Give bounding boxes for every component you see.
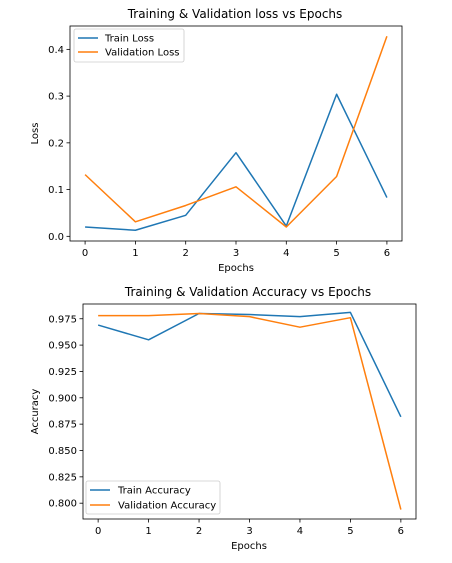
loss-series-validation-line [84,36,388,228]
accuracy-chart: Training & Validation Accuracy vs Epochs… [30,285,417,552]
accuracy-y-tick-label: 0.925 [48,367,77,378]
loss-plot-lines [84,36,388,231]
accuracy-legend: Train Accuracy Validation Accuracy [85,480,221,515]
loss-y-tick-label: 0.4 [48,45,64,56]
accuracy-y-tick-label: 0.900 [48,393,77,404]
accuracy-y-tick-label: 0.950 [48,341,77,352]
accuracy-legend-validation-label: Validation Accuracy [118,501,216,512]
accuracy-y-ticks: 0.800 0.825 0.850 0.875 0.900 0.925 0.950 0.975 [48,314,83,510]
accuracy-plot-frame [82,303,417,520]
loss-plot-frame [69,25,403,242]
accuracy-y-tick-label: 0.875 [48,420,77,431]
loss-x-tick-label: 2 [183,248,189,259]
loss-legend: Train Loss Validation Loss [73,28,185,63]
accuracy-x-tick-label: 0 [95,526,101,537]
loss-y-tick-label: 0.2 [48,138,64,149]
accuracy-x-tick-label: 5 [347,526,353,537]
accuracy-series-validation-line [98,312,402,510]
loss-y-tick-label: 0.1 [48,185,64,196]
loss-x-axis-label: Epochs [218,263,254,274]
loss-legend-box [73,28,185,63]
accuracy-x-axis-label: Epochs [231,541,267,552]
loss-x-tick-label: 5 [333,248,339,259]
accuracy-x-tick-label: 6 [398,526,404,537]
accuracy-legend-train-label: Train Accuracy [117,486,191,497]
loss-chart: Training & Validation loss vs Epochs 0.0… [30,7,403,274]
loss-x-tick-label: 0 [82,248,88,259]
loss-x-tick-label: 3 [233,248,239,259]
accuracy-x-tick-label: 1 [145,526,151,537]
loss-legend-train-label: Train Loss [104,34,154,45]
loss-series-train-line [85,93,388,231]
loss-x-ticks: 0 1 2 3 4 5 6 [82,241,390,259]
accuracy-legend-box [85,480,221,515]
accuracy-plot-lines [97,311,402,510]
loss-x-tick-label: 6 [384,248,390,259]
loss-y-tick-label: 0.3 [48,92,64,103]
accuracy-x-tick-label: 4 [297,526,303,537]
accuracy-x-tick-label: 3 [246,526,252,537]
accuracy-chart-title: Training & Validation Accuracy vs Epochs [124,285,371,299]
loss-y-tick-label: 0.0 [48,232,64,243]
loss-x-tick-label: 1 [132,248,138,259]
accuracy-x-tick-label: 2 [196,526,202,537]
loss-y-axis-label: Loss [30,123,41,145]
accuracy-x-ticks: 0 1 2 3 4 5 6 [95,519,404,537]
accuracy-y-tick-label: 0.850 [48,446,77,457]
accuracy-y-tick-label: 0.825 [48,472,77,483]
accuracy-y-tick-label: 0.800 [48,499,77,510]
accuracy-y-tick-label: 0.975 [48,314,77,325]
accuracy-y-axis-label: Accuracy [30,389,41,435]
loss-y-ticks: 0.0 0.1 0.2 0.3 0.4 [48,45,70,243]
loss-chart-title: Training & Validation loss vs Epochs [127,7,343,21]
loss-legend-validation-label: Validation Loss [105,48,180,59]
loss-x-tick-label: 4 [283,248,289,259]
accuracy-series-train-line [97,311,402,418]
